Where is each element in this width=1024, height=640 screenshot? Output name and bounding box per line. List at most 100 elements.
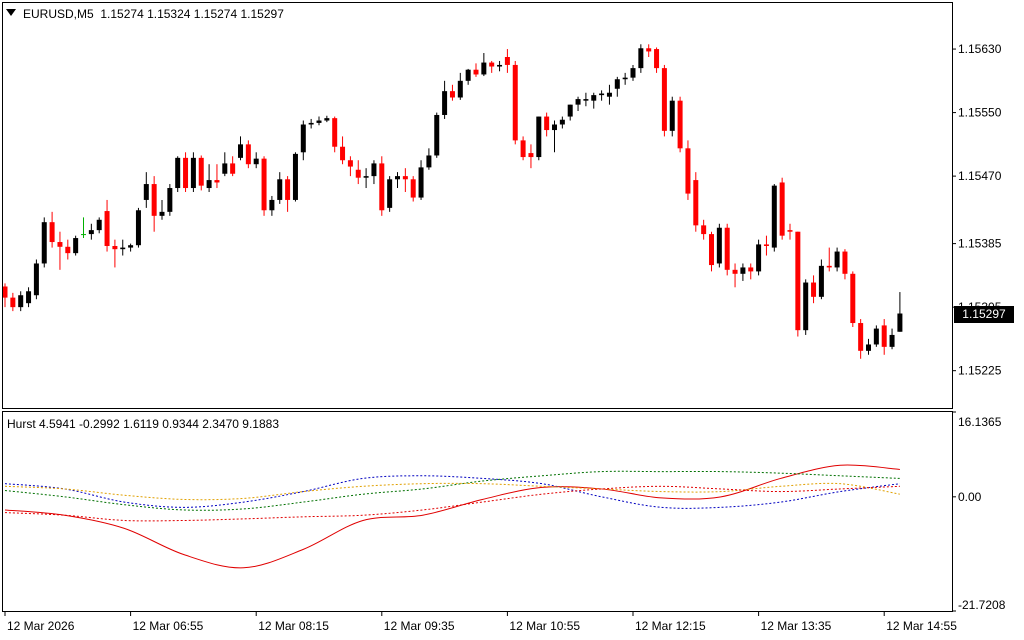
candle-body: [120, 247, 126, 250]
candle-body: [544, 116, 550, 131]
candle-body: [716, 227, 722, 264]
candle-body: [449, 91, 455, 98]
candle-body: [520, 140, 526, 158]
candle-body: [732, 269, 738, 274]
time-tick-label: 12 Mar 08:15: [258, 619, 329, 633]
candle-body: [245, 144, 251, 165]
candle-body: [638, 48, 644, 69]
candle-body: [238, 144, 243, 158]
hurst-band-line: [4, 470, 900, 511]
indicator-tick-label: -21.7208: [958, 598, 1006, 612]
candle-body: [873, 328, 879, 345]
candle-body: [591, 95, 597, 101]
candle-body: [57, 242, 63, 247]
candle-body: [661, 68, 667, 131]
candle-body: [418, 167, 424, 198]
candle-body: [818, 265, 824, 297]
candle-body: [261, 158, 267, 211]
candle-body: [135, 210, 141, 246]
candle-body: [222, 163, 228, 174]
candle-body: [779, 182, 785, 236]
candle-body: [198, 157, 204, 186]
candle-body: [183, 157, 189, 189]
triangle-down-icon: [6, 9, 16, 16]
price-tick-label: 1.15630: [958, 42, 1002, 56]
candle-body: [465, 69, 471, 81]
candle-body: [253, 158, 259, 165]
candle-body: [654, 49, 660, 69]
hurst-band-line: [4, 485, 900, 522]
indicator-tick-label: 0.00: [958, 490, 982, 504]
candle-body: [646, 48, 652, 52]
candle-body: [206, 180, 212, 189]
candle-body: [10, 297, 16, 308]
candle-body: [434, 114, 440, 156]
candle-body: [512, 64, 518, 141]
candle-body: [175, 157, 181, 189]
candle-body: [763, 244, 769, 246]
candle-body: [300, 124, 306, 153]
candle-body: [834, 251, 840, 268]
price-tick-label: 1.15385: [958, 237, 1002, 251]
candle-body: [332, 118, 338, 147]
indicator-pane[interactable]: 16.1365 0.00 -21.7208: [4, 411, 1006, 612]
time-tick-label: 12 Mar 09:35: [384, 619, 455, 633]
candle-body: [190, 157, 196, 189]
time-axis: 12 Mar 2026 12 Mar 06:55 12 Mar 08:15 12 Ma…: [4, 612, 957, 633]
candle-body: [803, 282, 809, 331]
hurst-band-line: [4, 475, 900, 509]
candle-body: [881, 325, 887, 347]
candle-body: [606, 92, 612, 97]
candle-body: [575, 99, 581, 105]
indicator-label: Hurst 4.5941 -0.2992 1.6119 0.9344 2.347…: [7, 417, 279, 431]
price-pane-frame: [2, 2, 953, 409]
symbol-timeframe: EURUSD,M5: [23, 7, 94, 21]
time-tick-label: 12 Mar 14:55: [886, 619, 957, 633]
candle-body: [622, 77, 628, 80]
candle-body: [748, 267, 754, 272]
candle-body: [379, 163, 385, 211]
price-tick-label: 1.15470: [958, 169, 1002, 183]
candle-body: [457, 80, 463, 98]
candle-body: [292, 153, 298, 200]
candle-body: [724, 227, 730, 270]
time-tick-label: 12 Mar 06:55: [133, 619, 204, 633]
candle-body: [811, 282, 817, 297]
candle-body: [65, 246, 71, 254]
ohlc-values: 1.15274 1.15324 1.15274 1.15297: [100, 7, 284, 21]
candle-body: [26, 291, 32, 304]
candle-body: [669, 100, 675, 131]
candle-body: [151, 184, 157, 216]
chart-menu-triangle-icon[interactable]: [6, 8, 18, 18]
candle-body: [481, 62, 487, 75]
candle-body: [583, 99, 589, 101]
candle-body: [442, 91, 448, 115]
candle-body: [340, 146, 346, 161]
candle-body: [787, 230, 793, 232]
candle-body: [826, 265, 832, 268]
time-tick-label: 12 Mar 2026: [7, 619, 75, 633]
candle-body: [363, 176, 369, 178]
time-tick-label: 12 Mar 10:55: [509, 619, 580, 633]
candle-body: [395, 176, 400, 180]
candle-body: [795, 231, 801, 331]
candle-body: [324, 118, 330, 121]
candle-body: [473, 69, 479, 75]
candle-body: [387, 179, 393, 208]
candle-body: [559, 119, 565, 125]
indicator-pane-frame: [2, 411, 953, 612]
candle-body: [897, 313, 903, 332]
price-tick-label: 1.15550: [958, 106, 1002, 120]
candle-body: [410, 179, 416, 198]
candle-body: [866, 344, 871, 351]
candle-body: [567, 104, 573, 117]
candle-body: [230, 163, 236, 174]
candle-body: [49, 222, 55, 243]
candle-body: [858, 323, 864, 351]
candle-body: [426, 155, 432, 168]
candle-body: [277, 179, 283, 200]
price-pane[interactable]: 1.156301.155501.154701.153851.153051.152…: [2, 42, 1002, 378]
candle-body: [756, 244, 762, 272]
candle-body: [308, 122, 314, 125]
price-tick-label: 1.15225: [958, 364, 1002, 378]
